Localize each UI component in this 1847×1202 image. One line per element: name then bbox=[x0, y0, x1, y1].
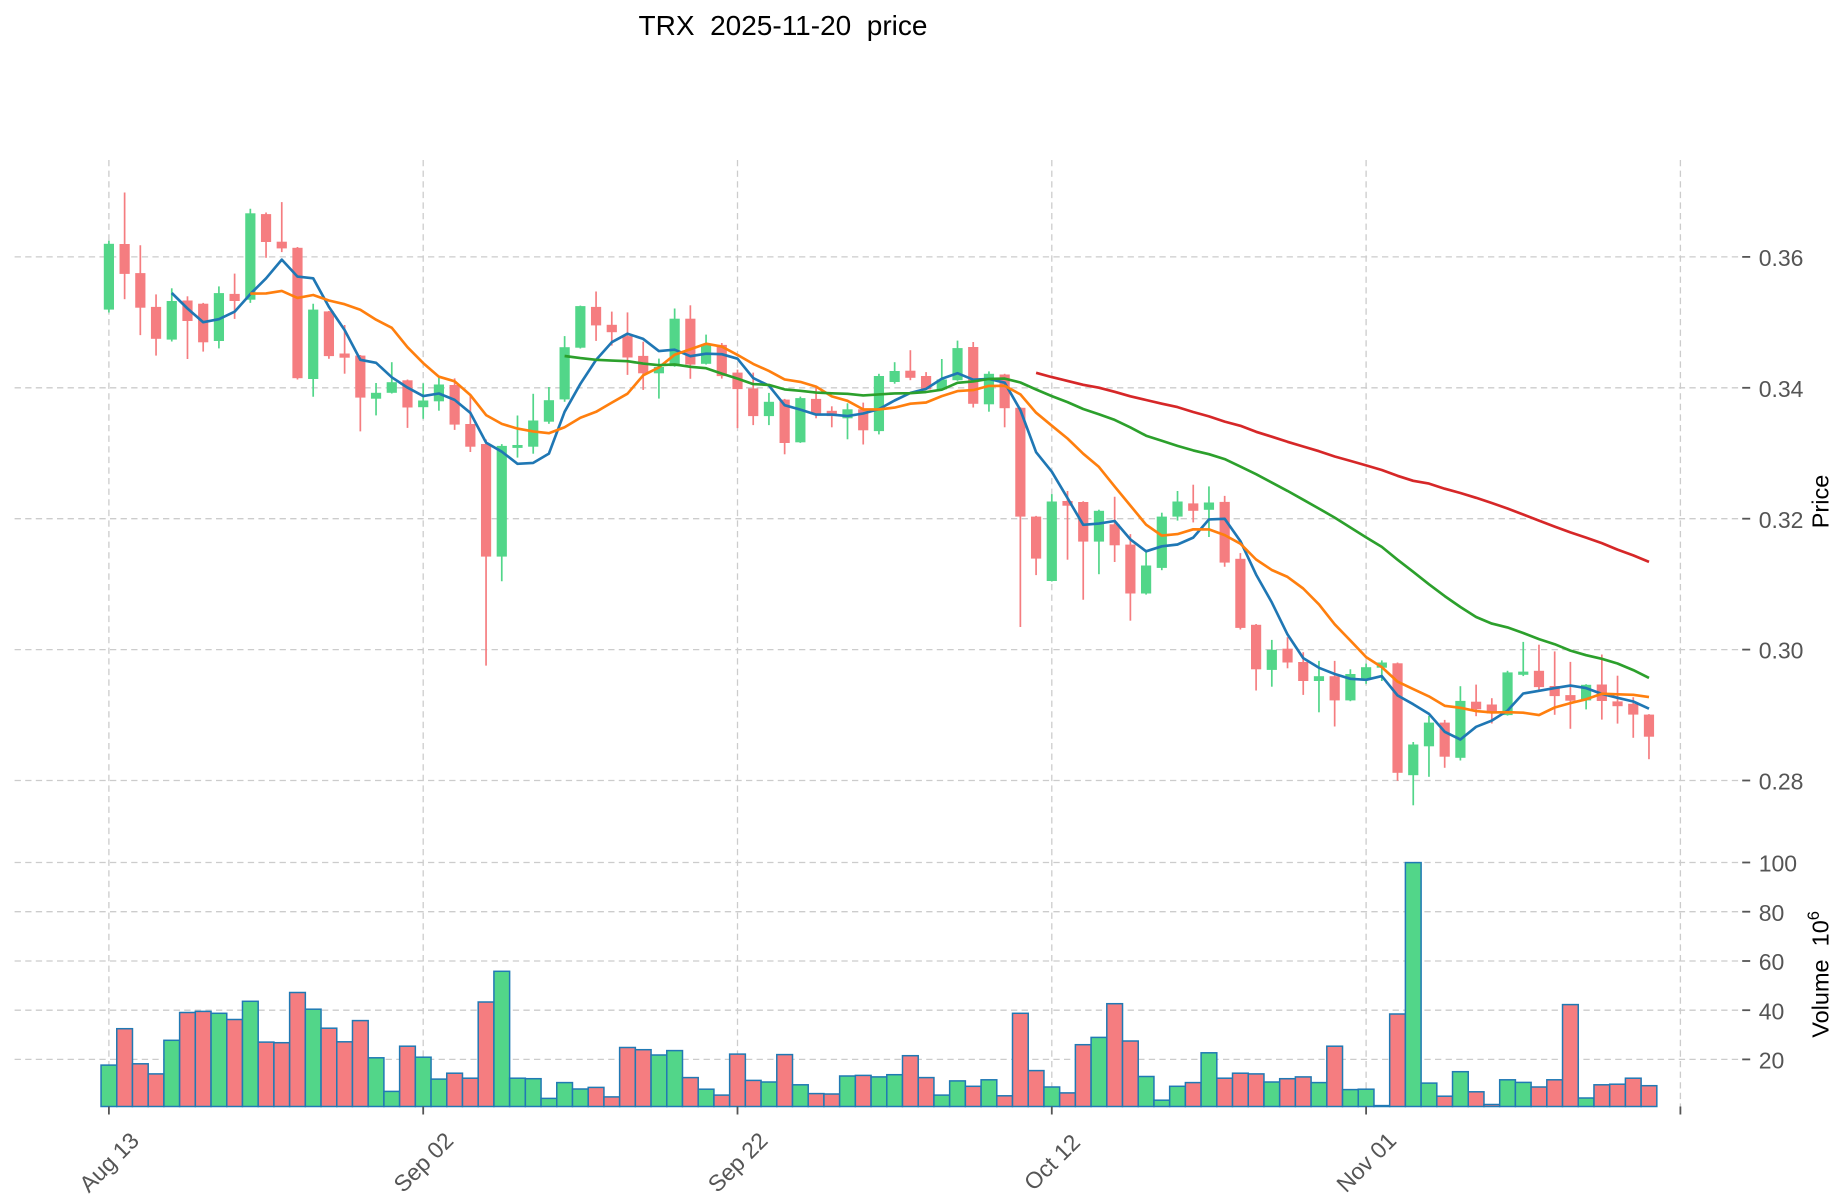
svg-text:20: 20 bbox=[1759, 1048, 1785, 1074]
svg-text:0.32: 0.32 bbox=[1759, 507, 1804, 533]
svg-text:0.34: 0.34 bbox=[1759, 376, 1804, 402]
svg-text:0.28: 0.28 bbox=[1759, 769, 1804, 795]
svg-text:0.30: 0.30 bbox=[1759, 638, 1804, 664]
svg-text:TRX 2025-11-20 price: TRX 2025-11-20 price bbox=[639, 10, 928, 41]
svg-text:100: 100 bbox=[1759, 851, 1797, 877]
svg-text:Price: Price bbox=[1808, 475, 1834, 529]
svg-text:Volume 106: Volume 106 bbox=[1805, 911, 1834, 1038]
svg-text:40: 40 bbox=[1759, 998, 1785, 1024]
svg-text:0.36: 0.36 bbox=[1759, 245, 1804, 271]
svg-text:60: 60 bbox=[1759, 949, 1785, 975]
svg-text:80: 80 bbox=[1759, 900, 1785, 926]
